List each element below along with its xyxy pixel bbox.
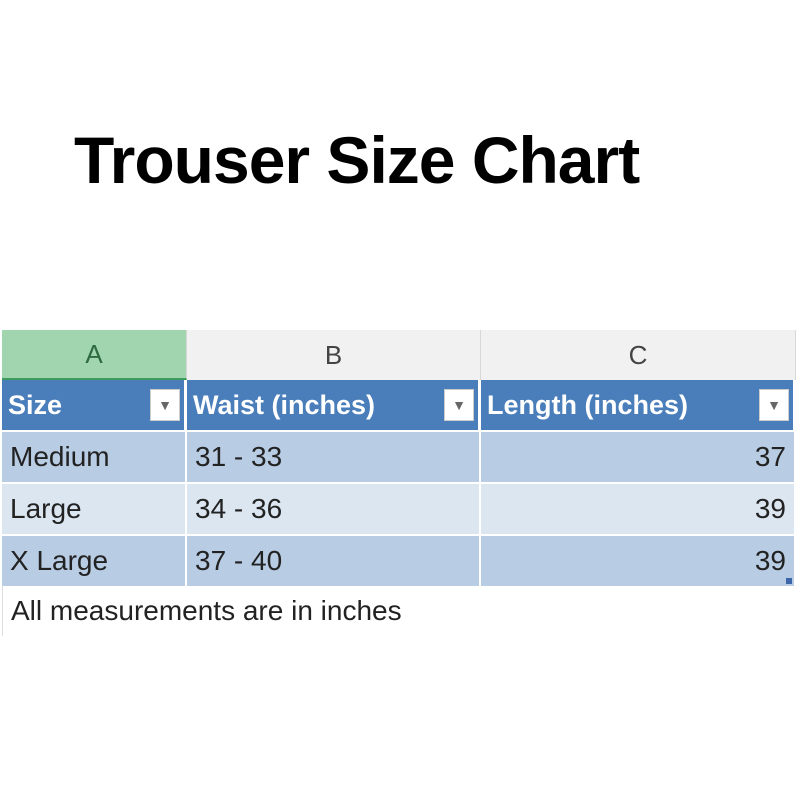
filter-dropdown-icon[interactable]: ▼ — [444, 389, 474, 421]
note-cell[interactable]: All measurements are in inches — [2, 586, 796, 636]
spreadsheet: A B C Size ▼ Waist (inches) ▼ Length (inch… — [2, 330, 800, 636]
cell-length[interactable]: 39 — [481, 482, 796, 534]
column-header-c[interactable]: C — [481, 330, 796, 380]
filter-dropdown-icon[interactable]: ▼ — [150, 389, 180, 421]
cell-value: 39 — [754, 545, 786, 576]
cell-length[interactable]: 39 — [481, 534, 796, 586]
header-size: Size ▼ — [2, 380, 187, 430]
cell-size[interactable]: Medium — [2, 430, 187, 482]
header-label: Size — [8, 389, 63, 420]
filter-dropdown-icon[interactable]: ▼ — [759, 389, 789, 421]
header-waist: Waist (inches) ▼ — [187, 380, 481, 430]
table-row: X Large 37 - 40 39 — [2, 534, 800, 586]
cell-length[interactable]: 37 — [481, 430, 796, 482]
column-header-row: A B C — [2, 330, 800, 380]
cell-size[interactable]: Large — [2, 482, 187, 534]
header-length: Length (inches) ▼ — [481, 380, 796, 430]
header-label: Length (inches) — [487, 389, 688, 420]
header-label: Waist (inches) — [193, 389, 376, 420]
page-title: Trouser Size Chart — [74, 123, 640, 197]
cell-waist[interactable]: 34 - 36 — [187, 482, 481, 534]
column-header-b[interactable]: B — [187, 330, 481, 380]
cell-waist[interactable]: 31 - 33 — [187, 430, 481, 482]
note-row: All measurements are in inches — [2, 586, 800, 636]
table-header-row: Size ▼ Waist (inches) ▼ Length (inches) ▼ — [2, 380, 800, 430]
column-header-a[interactable]: A — [2, 330, 187, 380]
cell-size[interactable]: X Large — [2, 534, 187, 586]
table-resize-handle[interactable] — [786, 578, 792, 584]
cell-waist[interactable]: 37 - 40 — [187, 534, 481, 586]
table-row: Medium 31 - 33 37 — [2, 430, 800, 482]
table-row: Large 34 - 36 39 — [2, 482, 800, 534]
